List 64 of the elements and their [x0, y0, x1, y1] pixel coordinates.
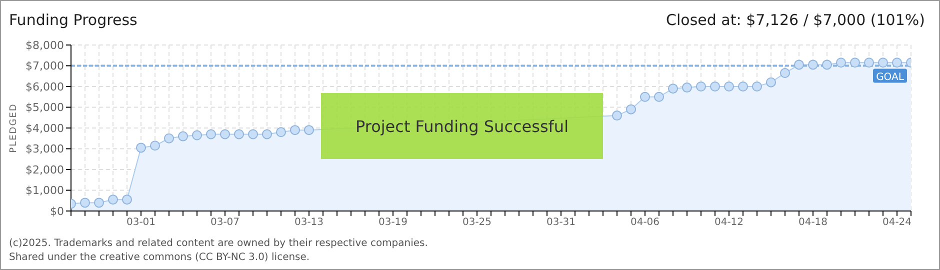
point	[696, 82, 706, 92]
point	[290, 125, 300, 136]
y-tick-label: $3,000	[26, 142, 64, 156]
y-tick-label: $0	[50, 204, 64, 218]
point	[822, 60, 832, 70]
point	[766, 77, 776, 88]
point	[668, 84, 678, 94]
point	[234, 129, 244, 140]
text: (c)2025. Trademarks and related content are owned by their respective companies.	[9, 238, 428, 249]
point	[752, 82, 762, 92]
y-tick-label: $4,000	[26, 122, 64, 135]
x-tick-label: 03-31	[546, 217, 576, 228]
point	[276, 127, 286, 138]
y-axis-title: PLEDGED	[9, 103, 20, 153]
point	[780, 68, 790, 78]
point	[206, 129, 216, 140]
point	[850, 58, 860, 68]
y-tick-label: $2,000	[26, 163, 64, 176]
text: Closed at: $7,126 / $7,000 (101%)	[666, 11, 925, 29]
x-tick-label: 03-25	[462, 217, 492, 228]
x-tick-label: 03-19	[378, 217, 408, 228]
point	[724, 82, 734, 92]
chart-title: Funding Progress	[9, 11, 138, 29]
x-tick-label: 04-06	[630, 217, 660, 228]
point	[220, 129, 230, 140]
point	[108, 194, 118, 205]
x-tick-label: 03-07	[210, 217, 240, 228]
banner: Project Funding Successful	[321, 93, 603, 159]
point	[178, 131, 188, 142]
point	[682, 82, 692, 93]
ref-line-label: GOAL	[876, 72, 904, 83]
point	[710, 82, 720, 92]
point	[122, 194, 132, 205]
x-tick-label: 04-18	[798, 217, 828, 228]
point	[864, 58, 874, 68]
x-tick-label: 04-12	[714, 217, 744, 228]
point	[878, 58, 888, 68]
point	[136, 142, 146, 153]
y-tick-label: $8,000	[26, 38, 64, 52]
point	[654, 92, 664, 102]
point	[612, 110, 622, 121]
point	[626, 104, 636, 114]
x-tick-label: 03-01	[126, 217, 156, 228]
point	[80, 198, 90, 208]
y-tick-label: $6,000	[26, 80, 64, 94]
point	[150, 140, 160, 151]
point	[94, 198, 104, 208]
point	[192, 130, 202, 140]
y-tick-label: $5,000	[26, 101, 64, 114]
point	[640, 92, 650, 102]
point	[836, 58, 846, 68]
x-tick-label: 04-24	[882, 217, 912, 228]
y-tick-label: $7,000	[26, 60, 64, 73]
point	[808, 60, 818, 70]
text: Shared under the creative commons (CC BY-NC 3.0) license.	[9, 252, 310, 263]
point	[892, 58, 902, 68]
point	[262, 129, 272, 140]
point	[164, 133, 174, 144]
point	[738, 82, 748, 92]
point	[248, 129, 258, 140]
point	[794, 60, 804, 70]
x-tick-label: 03-13	[294, 217, 324, 228]
point	[304, 125, 314, 136]
y-tick-label: $1,000	[26, 184, 64, 198]
